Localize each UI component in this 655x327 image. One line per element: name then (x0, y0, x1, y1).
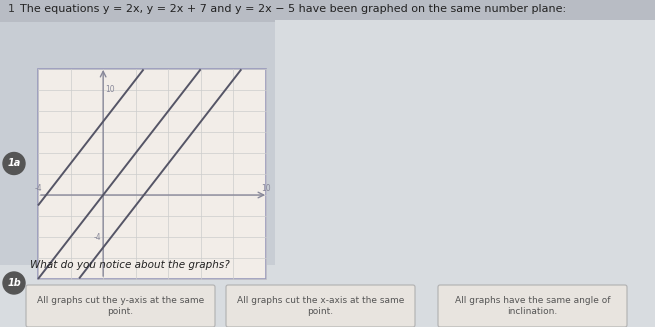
Text: All graphs cut the x-axis at the same
point.: All graphs cut the x-axis at the same po… (237, 296, 404, 317)
Text: What do you notice about the graphs?: What do you notice about the graphs? (30, 260, 230, 270)
Bar (38, 69, 266, 279)
FancyBboxPatch shape (438, 285, 627, 327)
Text: -4: -4 (94, 232, 101, 242)
FancyBboxPatch shape (226, 285, 415, 327)
Text: 1b: 1b (7, 278, 21, 288)
Bar (275, 20, 655, 279)
Circle shape (3, 152, 25, 175)
Text: 1a: 1a (7, 159, 21, 168)
Text: The equations y = 2x, y = 2x + 7 and y = 2x − 5 have been graphed on the same nu: The equations y = 2x, y = 2x + 7 and y =… (20, 4, 566, 14)
Text: All graphs have the same angle of
inclination.: All graphs have the same angle of inclin… (455, 296, 610, 317)
FancyBboxPatch shape (26, 285, 215, 327)
Text: -4: -4 (34, 184, 42, 193)
Bar (0, 265, 655, 327)
Text: 10: 10 (105, 85, 115, 95)
Circle shape (3, 272, 25, 294)
Bar (0, 0, 655, 22)
Text: All graphs cut the y-axis at the same
point.: All graphs cut the y-axis at the same po… (37, 296, 204, 317)
Text: 10: 10 (261, 184, 271, 193)
Text: 1: 1 (8, 4, 15, 14)
